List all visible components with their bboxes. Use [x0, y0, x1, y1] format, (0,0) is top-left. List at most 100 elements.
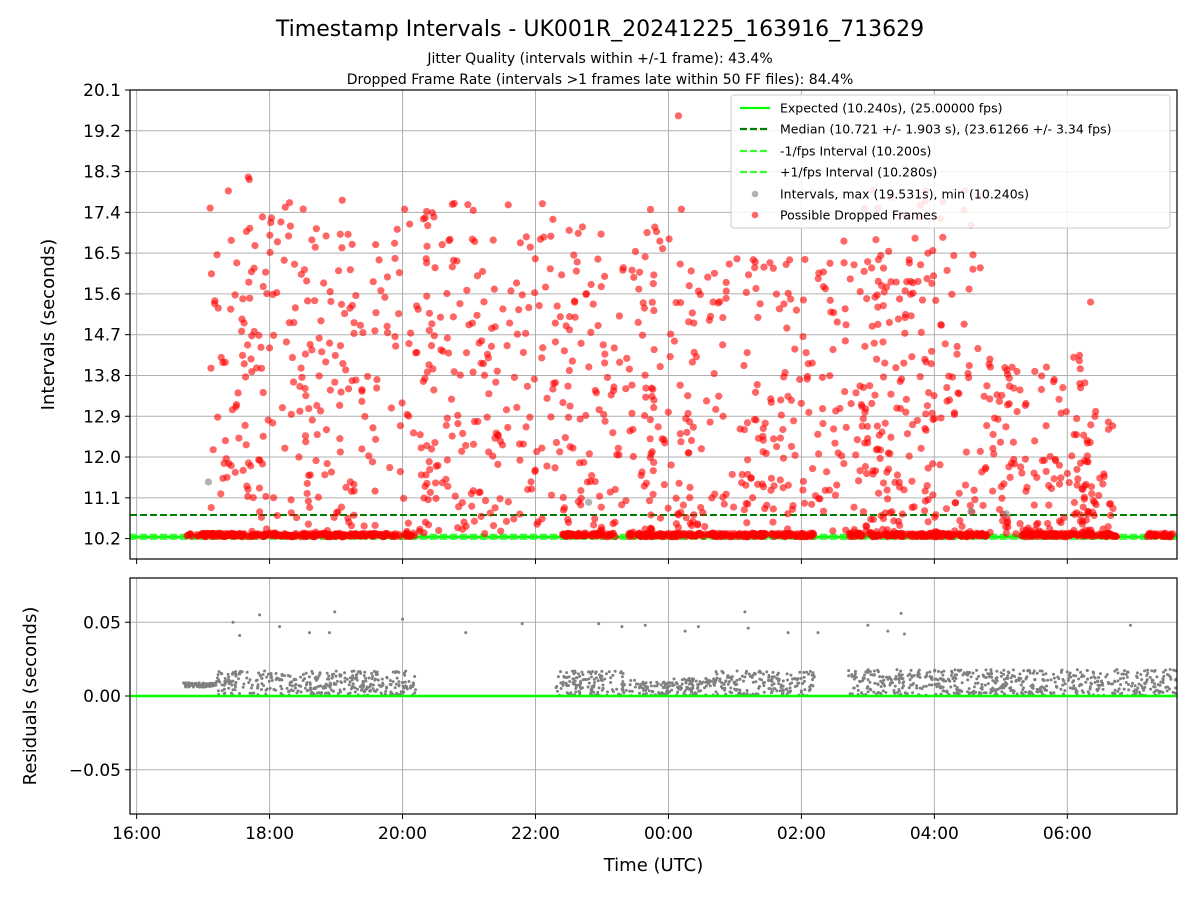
- residual-point: [1024, 690, 1028, 694]
- residual-point: [395, 691, 399, 695]
- dropped-frame-point: [779, 454, 788, 462]
- dropped-frame-point: [769, 264, 777, 272]
- dropped-frame-point: [939, 233, 947, 241]
- residual-point: [722, 682, 726, 686]
- dropped-frame-point: [430, 386, 438, 394]
- dropped-frame-point: [244, 173, 252, 181]
- residual-point: [223, 677, 227, 681]
- residual-point: [790, 681, 794, 685]
- residual-point: [374, 689, 378, 693]
- residual-point: [1153, 685, 1157, 689]
- residual-point: [266, 672, 270, 676]
- dropped-frame-point: [574, 229, 582, 237]
- dropped-frame-point: [666, 353, 674, 361]
- dropped-frame-point: [646, 416, 654, 424]
- dropped-frame-point: [772, 532, 780, 540]
- y-tick-label: 0.05: [83, 613, 121, 633]
- residual-point: [565, 684, 569, 688]
- dropped-frame-point: [665, 235, 673, 243]
- residual-point: [780, 692, 784, 696]
- dropped-frame-point: [942, 505, 951, 513]
- dropped-frame-point: [519, 348, 527, 357]
- dropped-frame-point: [296, 407, 304, 415]
- residual-point: [327, 691, 331, 695]
- dropped-frame-point: [391, 254, 399, 263]
- dropped-frame-point: [900, 486, 908, 494]
- residual-point: [285, 686, 289, 690]
- residual-point: [1098, 672, 1102, 676]
- dropped-frame-point: [989, 487, 997, 495]
- dropped-frame-point: [565, 226, 573, 234]
- dropped-frame-point: [423, 207, 431, 216]
- dropped-frame-point: [405, 340, 413, 348]
- dropped-frame-point: [856, 287, 864, 296]
- dropped-frame-point: [396, 422, 405, 430]
- dropped-frame-point: [677, 508, 685, 516]
- residual-point: [1075, 668, 1079, 672]
- residual-point: [570, 669, 574, 673]
- x-tick-label: 22:00: [511, 824, 560, 844]
- dropped-frame-point: [266, 231, 274, 239]
- dropped-frame-point: [872, 446, 881, 454]
- interval-point: [204, 478, 213, 486]
- residual-point: [1168, 675, 1172, 679]
- dropped-frame-point: [490, 285, 498, 293]
- dropped-frame-point: [1086, 298, 1095, 306]
- residual-point: [683, 629, 687, 633]
- residual-point: [908, 678, 912, 682]
- dropped-frame-point: [885, 318, 893, 327]
- residual-point: [613, 669, 617, 673]
- residual-point: [900, 677, 904, 681]
- residual-point: [977, 690, 981, 694]
- dropped-frame-point: [852, 389, 860, 397]
- dropped-frame-point: [964, 369, 972, 378]
- residual-point: [399, 692, 403, 696]
- dropped-frame-point: [783, 324, 791, 332]
- dropped-frame-point: [564, 529, 572, 537]
- dropped-frame-point: [516, 456, 524, 464]
- residual-point: [402, 686, 406, 690]
- dropped-frame-point: [974, 344, 982, 353]
- dropped-frame-point: [788, 531, 797, 539]
- dropped-frame-point: [873, 291, 881, 299]
- residual-point: [270, 679, 274, 683]
- residual-point: [590, 685, 594, 689]
- dropped-frame-point: [808, 529, 817, 537]
- dropped-frame-point: [929, 272, 938, 280]
- dropped-frame-point: [1080, 431, 1088, 439]
- dropped-frame-point: [672, 520, 680, 528]
- dropped-frame-point: [1055, 480, 1064, 488]
- residual-point: [770, 675, 774, 679]
- dropped-frame-point: [924, 464, 932, 472]
- residual-point: [893, 677, 897, 681]
- residual-point: [238, 634, 242, 638]
- residual-point: [411, 681, 415, 685]
- dropped-frame-point: [530, 375, 538, 383]
- dropped-frame-point: [873, 422, 881, 430]
- residual-point: [802, 679, 806, 683]
- dropped-frame-point: [1042, 363, 1051, 371]
- residual-point: [971, 671, 975, 675]
- residual-point: [217, 670, 221, 674]
- dropped-frame-point: [287, 509, 295, 517]
- dropped-frame-point: [241, 421, 249, 430]
- residual-point: [343, 680, 347, 684]
- dropped-frame-point: [753, 381, 761, 389]
- dropped-frame-point: [670, 337, 679, 345]
- residual-point: [1126, 670, 1130, 674]
- residual-point: [303, 686, 307, 690]
- dropped-frame-point: [719, 313, 727, 322]
- dropped-frame-point: [239, 295, 247, 303]
- dropped-frame-point: [784, 289, 792, 297]
- residual-point: [573, 669, 577, 673]
- dropped-frame-point: [672, 494, 680, 502]
- dropped-frame-point: [580, 458, 588, 467]
- residual-point: [574, 690, 578, 694]
- dropped-frame-point: [595, 492, 604, 500]
- dropped-frame-point: [247, 462, 255, 470]
- dropped-frame-point: [373, 375, 381, 384]
- residual-point: [574, 676, 578, 680]
- dropped-frame-point: [519, 440, 527, 448]
- dropped-frame-point: [656, 362, 664, 371]
- dropped-frame-point: [1087, 483, 1096, 491]
